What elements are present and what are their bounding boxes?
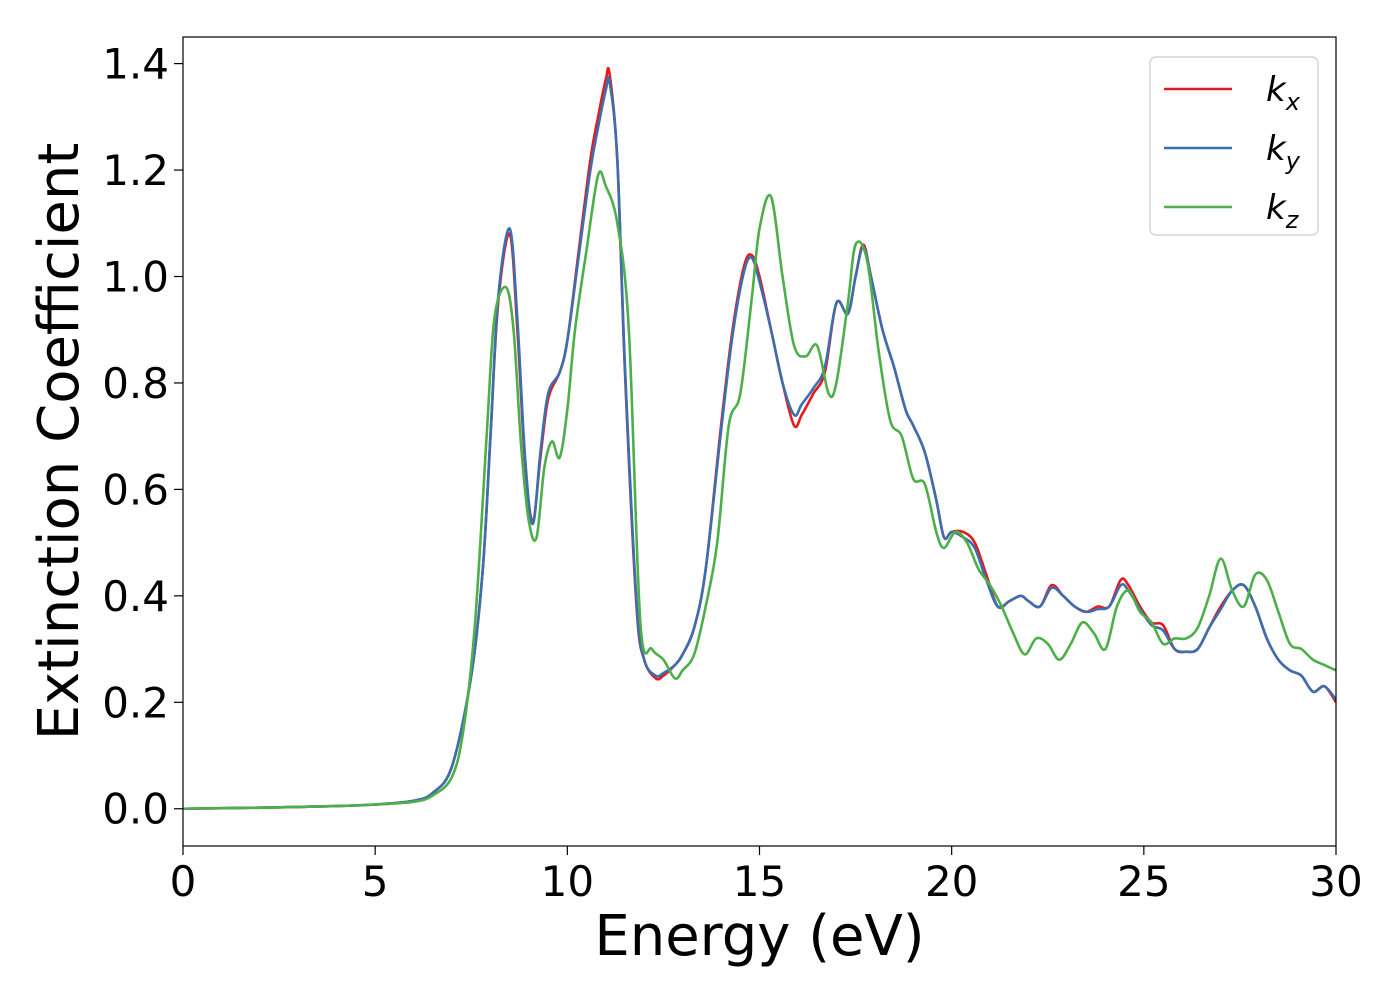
legend-label-x: kx (1266, 70, 1301, 116)
legend-label-base: k (1266, 188, 1287, 228)
legend-label-z: kz (1266, 188, 1300, 234)
legend-label-base: k (1266, 70, 1287, 110)
y-tick-label: 1.0 (102, 253, 169, 302)
y-tick-label: 0.2 (102, 678, 169, 727)
y-tick-label: 1.4 (102, 40, 169, 89)
y-tick-label: 0.0 (102, 785, 169, 834)
legend-label-base: k (1266, 129, 1287, 169)
x-tick-label: 25 (1117, 857, 1170, 906)
y-tick-label: 0.4 (102, 572, 169, 621)
series-layer (183, 66, 1336, 811)
series-line-z (183, 170, 1336, 811)
x-tick-label: 15 (733, 857, 786, 906)
x-tick-label: 30 (1309, 857, 1362, 906)
legend-label-subscript: y (1285, 147, 1301, 175)
x-tick-label: 5 (362, 857, 389, 906)
x-axis-ticks: 0 5 10 15 20 25 30 (170, 846, 1363, 906)
x-tick-label: 20 (925, 857, 978, 906)
legend-box (1149, 56, 1319, 236)
legend-label-subscript: x (1285, 88, 1301, 116)
y-axis-title: Extinction Coefficient (27, 143, 92, 741)
y-tick-label: 0.8 (102, 359, 169, 408)
y-tick-label: 0.6 (102, 465, 169, 514)
legend-label-y: ky (1266, 129, 1301, 175)
y-axis-ticks: 0.0 0.2 0.4 0.6 0.8 1.0 1.2 1.4 (102, 40, 183, 834)
x-axis-title: Energy (eV) (594, 904, 924, 969)
legend-label-subscript: z (1285, 206, 1300, 234)
series-line-y (183, 76, 1336, 811)
y-tick-label: 1.2 (102, 146, 169, 195)
x-tick-label: 10 (541, 857, 594, 906)
x-tick-label: 0 (170, 857, 197, 906)
